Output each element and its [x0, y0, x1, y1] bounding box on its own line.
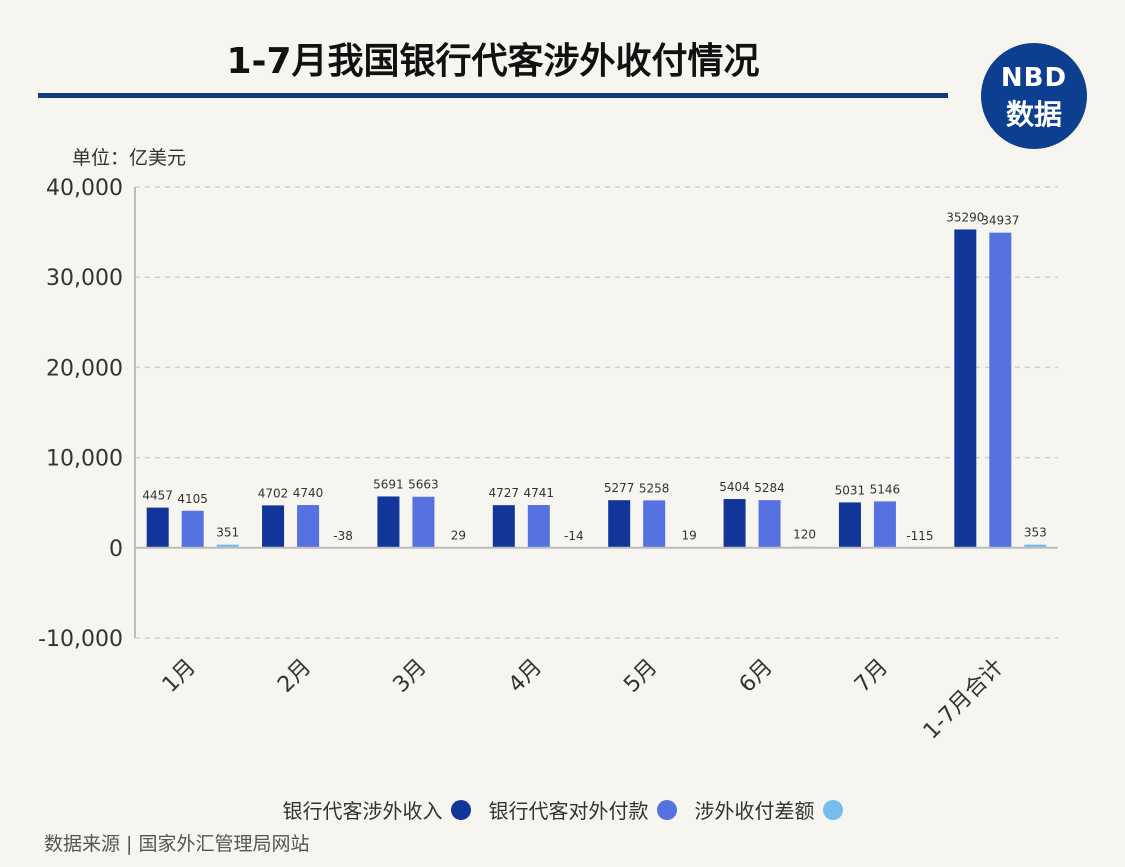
bar [1024, 544, 1047, 548]
bar [216, 544, 239, 548]
data-label: 5031 [835, 483, 866, 497]
bar [723, 499, 746, 548]
bar [412, 496, 435, 548]
logo-text-data: 数据 [1005, 98, 1062, 131]
data-label: 120 [793, 528, 816, 542]
data-label: 4740 [293, 486, 324, 500]
data-label: 29 [451, 529, 466, 543]
legend-swatch-income [450, 799, 471, 820]
legend-item-balance: 涉外收付差额 [695, 795, 843, 824]
data-label: 4741 [524, 486, 555, 500]
y-tick-label: 30,000 [46, 266, 123, 291]
data-label: 34937 [981, 214, 1019, 228]
data-label: -115 [906, 529, 933, 543]
bar [262, 505, 285, 548]
bar [758, 500, 781, 548]
data-label: 5258 [639, 481, 670, 495]
data-label: 5663 [408, 478, 439, 492]
data-label: 5404 [719, 480, 750, 494]
bar [146, 507, 169, 548]
x-tick-label: 2月 [273, 655, 316, 698]
legend-label-balance: 涉外收付差额 [694, 799, 815, 823]
logo-text-nbd: NBD [1000, 63, 1068, 93]
y-tick-label: -10,000 [38, 627, 123, 652]
nbd-logo: NBD 数据 [981, 43, 1087, 149]
bar [954, 229, 977, 548]
data-label: 5284 [754, 481, 785, 495]
x-tick-label: 7月 [850, 655, 893, 698]
chart-title: 1-7月我国银行代客涉外收付情况 [226, 41, 760, 82]
x-tick-label: 3月 [389, 655, 432, 698]
legend-swatch-balance [822, 799, 843, 820]
legend-item-income: 银行代客涉外收入 [283, 795, 471, 824]
y-tick-label: 0 [109, 537, 123, 562]
y-tick-label: 40,000 [46, 176, 123, 201]
data-label: -38 [333, 529, 353, 543]
data-label: 5691 [373, 477, 404, 491]
legend-label-income: 银行代客涉外收入 [282, 799, 443, 823]
title-underline [38, 93, 948, 98]
bar [492, 505, 515, 548]
y-tick-label: 10,000 [46, 447, 123, 472]
legend-item-payment: 银行代客对外付款 [489, 795, 677, 824]
bar [643, 500, 666, 548]
data-label: 5146 [870, 482, 901, 496]
legend-swatch-payment [656, 799, 677, 820]
x-tick-label: 6月 [735, 655, 778, 698]
data-source: 数据来源 | 国家外汇管理局网站 [44, 833, 310, 855]
bar-chart: -10,000 0 10,000 20,000 30,000 40,000 4457 4105… [38, 176, 1058, 745]
data-label: 353 [1024, 526, 1047, 540]
x-tick-label: 4月 [504, 655, 547, 698]
chart-legend: 银行代客涉外收入 银行代客对外付款 涉外收付差额 [0, 795, 1125, 824]
data-label: 4105 [177, 492, 208, 506]
data-label: 351 [216, 526, 239, 540]
x-tick-label: 1月 [158, 655, 201, 698]
bar [181, 510, 204, 548]
data-label: 35290 [946, 210, 984, 224]
data-label: 19 [682, 529, 697, 543]
data-label: 4727 [489, 486, 520, 500]
bar [297, 505, 320, 548]
bar [838, 502, 861, 548]
unit-label: 单位：亿美元 [72, 147, 187, 169]
bar [377, 496, 400, 548]
bar [989, 232, 1012, 548]
x-tick-label: 1-7月合计 [919, 655, 1009, 745]
data-label: 4702 [258, 486, 289, 500]
legend-label-payment: 银行代客对外付款 [488, 799, 649, 823]
x-tick-label: 5月 [619, 655, 662, 698]
bar [527, 505, 550, 548]
data-label: 4457 [142, 489, 173, 503]
y-tick-label: 20,000 [46, 356, 123, 381]
bar [873, 501, 896, 548]
data-label: -14 [564, 529, 584, 543]
data-label: 5277 [604, 481, 635, 495]
bar [608, 500, 631, 548]
